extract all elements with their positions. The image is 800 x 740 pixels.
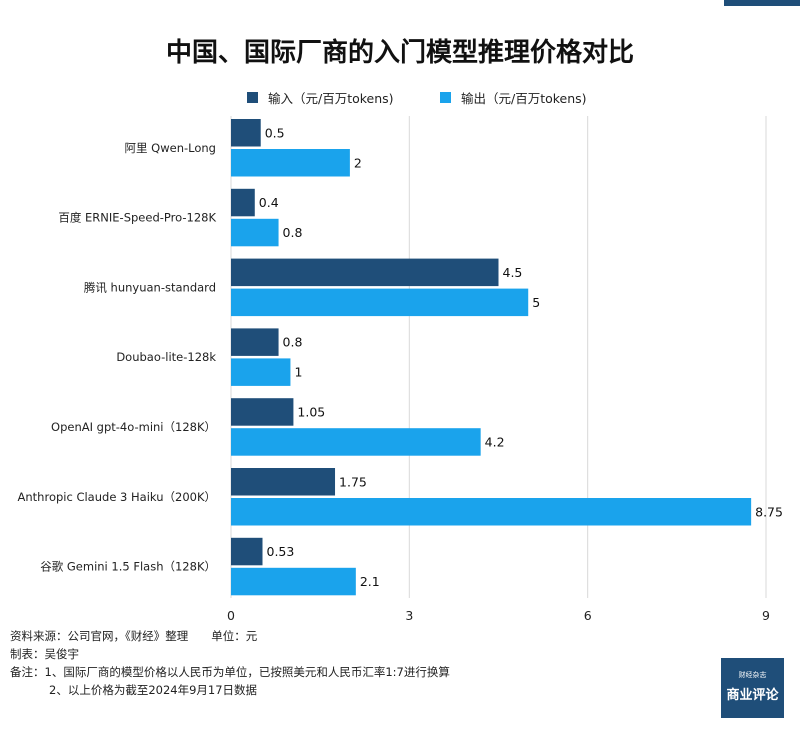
value-label-series2-5: 8.75 — [755, 504, 783, 519]
value-label-series2-2: 5 — [532, 295, 540, 310]
category-label-5: Anthropic Claude 3 Haiku（200K） — [18, 490, 216, 504]
x-tick-label-3: 9 — [762, 608, 770, 623]
category-label-2: 腾讯 hunyuan-standard — [84, 280, 216, 294]
category-label-1: 百度 ERNIE-Speed-Pro-128K — [58, 211, 216, 225]
bar-chart: 0 3 6 9 0.5 2 阿里 Qwen-Long 0.4 0.8 百度 ERNIE-Speed… — [18, 116, 783, 623]
bar-series2-6 — [231, 567, 356, 596]
bar-series1-3 — [231, 328, 279, 356]
x-tick-label-0: 0 — [227, 608, 235, 623]
bar-series1-0 — [231, 119, 261, 147]
legend: 输入（元/百万tokens) 输出（元/百万tokens) — [0, 88, 800, 108]
legend-swatch-input — [247, 92, 258, 103]
publisher-logo: 财经杂志 商业评论 — [721, 658, 784, 718]
footer-source: 资料来源：公司官网，《财经》整理 单位：元 — [10, 629, 258, 643]
bar-series2-3 — [231, 358, 291, 386]
value-label-series1-0: 0.5 — [265, 125, 285, 140]
legend-swatch-output — [440, 92, 451, 103]
logo-small-text: 财经杂志 — [738, 671, 767, 679]
category-label-3: Doubao-lite-128k — [116, 350, 216, 364]
bar-series2-0 — [231, 149, 350, 177]
bar-series2-1 — [231, 218, 279, 247]
value-label-series2-3: 1 — [294, 365, 302, 380]
category-label-4: OpenAI gpt-4o-mini（128K） — [51, 420, 216, 434]
legend-label-output: 输出（元/百万tokens) — [461, 91, 587, 106]
footer-note-1: 备注：1、国际厂商的模型价格以人民币为单位，已按照美元和人民币汇率1:7进行换算 — [10, 665, 450, 679]
value-label-series1-2: 4.5 — [503, 265, 523, 280]
value-label-series1-3: 0.8 — [283, 335, 303, 350]
value-label-series2-4: 4.2 — [485, 434, 505, 449]
logo-big-text: 商业评论 — [726, 688, 779, 703]
legend-label-input: 输入（元/百万tokens) — [268, 91, 394, 106]
value-label-series1-4: 1.05 — [297, 404, 325, 419]
bar-series2-5 — [231, 498, 752, 526]
value-label-series1-1: 0.4 — [259, 195, 279, 210]
top-corner-bar — [724, 0, 800, 6]
value-label-series2-6: 2.1 — [360, 574, 380, 589]
bar-series2-4 — [231, 428, 481, 456]
bar-series1-2 — [231, 258, 499, 287]
x-tick-label-1: 3 — [405, 608, 413, 623]
legend-item-output: 输出（元/百万tokens) — [440, 88, 587, 107]
value-label-series1-5: 1.75 — [339, 474, 367, 489]
value-label-series2-0: 2 — [354, 155, 362, 170]
bar-series1-1 — [231, 188, 255, 217]
bar-series2-2 — [231, 288, 529, 317]
category-label-6: 谷歌 Gemini 1.5 Flash（128K） — [40, 560, 216, 574]
legend-item-input: 输入（元/百万tokens) — [247, 88, 394, 107]
footer-author: 制表：吴俊宇 — [10, 647, 79, 661]
bar-series1-5 — [231, 468, 336, 496]
chart-title: 中国、国际厂商的入门模型推理价格对比 — [165, 38, 634, 68]
category-label-0: 阿里 Qwen-Long — [125, 141, 216, 155]
value-label-series1-6: 0.53 — [267, 544, 295, 559]
bar-series1-4 — [231, 398, 294, 426]
value-label-series2-1: 0.8 — [283, 225, 303, 240]
bar-series1-6 — [231, 537, 263, 566]
x-tick-label-2: 6 — [584, 608, 592, 623]
footer-note-2: 2、以上价格为截至2024年9月17日数据 — [49, 683, 258, 697]
